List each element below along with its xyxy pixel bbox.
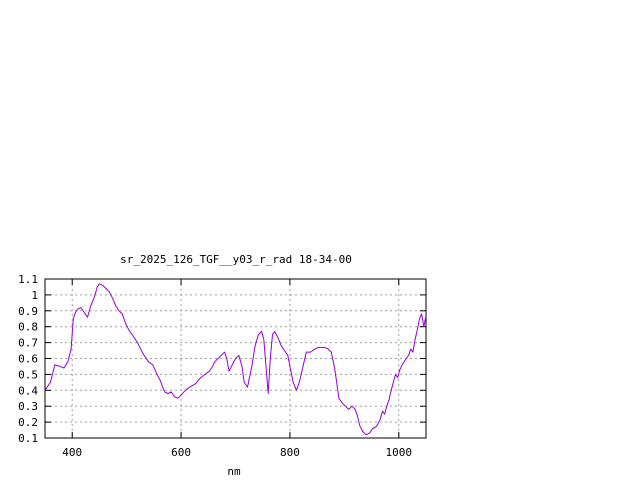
grid-lines <box>45 279 426 438</box>
y-tick-label: 0.5 <box>18 368 38 381</box>
y-tick-label: 0.8 <box>18 321 38 334</box>
y-tick-label: 0.9 <box>18 305 38 318</box>
x-tick-label: 1000 <box>386 446 413 459</box>
y-tick-label: 0.3 <box>18 400 38 413</box>
series-line <box>44 283 427 436</box>
y-tick-label: 0.7 <box>18 337 38 350</box>
y-tick-label: 1 <box>31 289 38 302</box>
x-tick-label: 600 <box>171 446 191 459</box>
x-tick-label: 800 <box>280 446 300 459</box>
y-tick-label: 1.1 <box>18 273 38 286</box>
axis-ticks: 0.1 0.2 0.3 0.4 0.5 0.6 0.7 0.8 0.9 1 1.1 400 600 800… <box>18 273 426 459</box>
y-tick-label: 0.2 <box>18 416 38 429</box>
y-tick-label: 0.4 <box>18 384 38 397</box>
series-layer <box>44 283 427 436</box>
y-tick-label: 0.6 <box>18 353 38 366</box>
x-axis-label: nm <box>227 465 241 478</box>
x-tick-label: 400 <box>62 446 82 459</box>
y-tick-label: 0.1 <box>18 432 38 445</box>
chart-title: sr_2025_126_TGF__y03_r_rad 18-34-00 <box>120 253 352 266</box>
